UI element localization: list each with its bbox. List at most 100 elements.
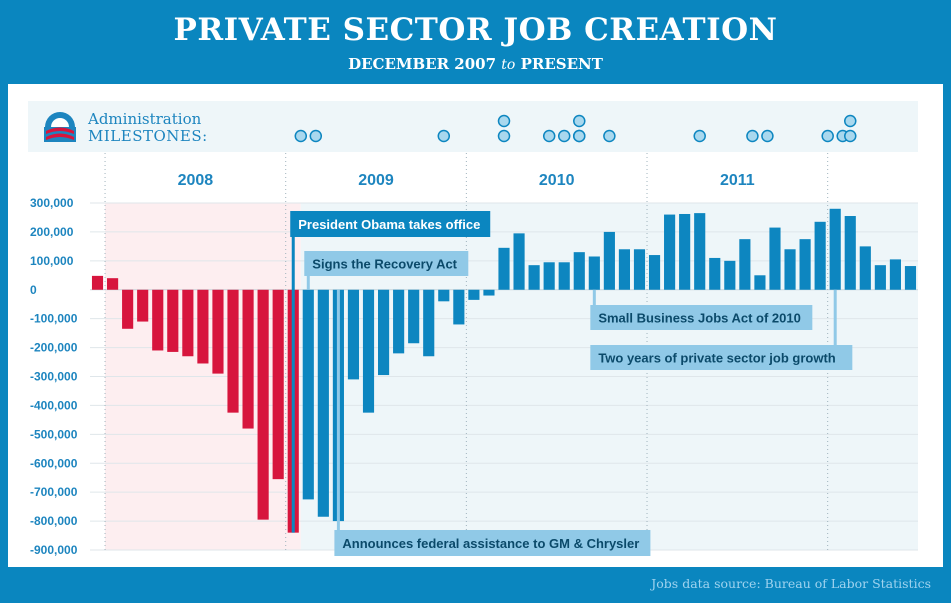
y-tick-label: -500,000 — [30, 427, 78, 441]
annotation-box — [290, 211, 491, 237]
milestone-circle — [603, 129, 616, 143]
bar — [91, 275, 104, 290]
data-source-note: Jobs data source: Bureau of Labor Statis… — [651, 576, 931, 591]
bar — [483, 289, 495, 296]
bar — [242, 289, 254, 429]
bar — [664, 214, 676, 290]
milestones-label-line2: MILESTONES: — [88, 127, 208, 145]
y-tick-label: -900,000 — [30, 543, 78, 557]
y-tick-label: -200,000 — [30, 341, 78, 355]
y-tick-label: 0 — [30, 283, 37, 297]
bar — [212, 289, 224, 374]
chart-panel: Administration MILESTONES: 2008 2009 2010 2… — [8, 84, 943, 567]
bar — [648, 255, 661, 290]
annotation: Small Business Jobs Act of 2010 — [590, 289, 813, 330]
milestone-circle — [844, 114, 857, 128]
annotation-box — [590, 305, 813, 330]
bar — [739, 239, 751, 290]
bar — [528, 265, 540, 290]
bar — [377, 289, 390, 376]
bar — [769, 227, 781, 290]
bar — [558, 262, 570, 290]
bar — [694, 213, 706, 290]
bar — [709, 257, 721, 290]
bar — [137, 289, 149, 322]
bar — [543, 262, 555, 290]
milestone-circle — [497, 129, 511, 143]
bar — [498, 247, 510, 290]
y-tick-label: -600,000 — [30, 456, 78, 470]
bar — [272, 289, 284, 480]
annotation: Signs the Recovery Act — [304, 251, 469, 290]
bar — [167, 289, 179, 352]
y-tick-label: -700,000 — [30, 485, 78, 499]
annotation: President Obama takes office — [290, 211, 491, 533]
milestone-circle — [497, 114, 511, 128]
year-label: 2010 — [539, 172, 575, 189]
milestone-circle — [542, 129, 556, 143]
bar — [603, 231, 615, 290]
bar — [814, 221, 826, 290]
subtitle-start: DECEMBER 2007 — [348, 55, 497, 73]
milestones-background — [28, 101, 918, 152]
year-label: 2011 — [720, 172, 755, 189]
bar — [513, 233, 525, 290]
bar — [754, 275, 766, 290]
y-tick-label: -400,000 — [30, 398, 78, 412]
year-label: 2008 — [178, 172, 214, 189]
bar — [122, 289, 134, 329]
obama-logo-icon — [44, 112, 76, 142]
bar — [107, 278, 119, 290]
annotation: Two years of private sector job growth — [590, 289, 853, 370]
y-tick-label: 300,000 — [30, 196, 74, 210]
bar — [453, 289, 465, 325]
bar — [438, 289, 450, 302]
page-subtitle: DECEMBER 2007 to PRESENT — [0, 55, 951, 73]
milestone-circle — [761, 129, 774, 143]
bar — [573, 252, 585, 290]
annotation: Announces federal assistance to GM & Chr… — [334, 289, 651, 556]
bar — [468, 289, 480, 300]
bar — [408, 289, 420, 344]
bar — [829, 208, 841, 290]
y-tick-label: 200,000 — [30, 225, 74, 239]
bar — [618, 249, 631, 290]
bar — [347, 289, 360, 380]
y-tick-label: -800,000 — [30, 514, 78, 528]
annotation-text: President Obama takes office — [298, 217, 480, 232]
milestone-circle — [821, 129, 834, 143]
annotation-box — [590, 345, 853, 370]
subtitle-end: PRESENT — [520, 55, 603, 73]
bar — [633, 249, 646, 290]
bar — [182, 289, 194, 357]
bar — [302, 289, 314, 500]
milestone-circle — [693, 129, 706, 143]
annotation-text: Two years of private sector job growth — [598, 351, 835, 366]
y-tick-label: -100,000 — [30, 312, 78, 326]
annotation-text: Announces federal assistance to GM & Chr… — [342, 536, 639, 551]
annotation-box — [304, 251, 469, 276]
milestone-circle — [746, 129, 759, 143]
bar — [227, 289, 239, 413]
y-tick-label: 100,000 — [30, 254, 74, 268]
bar — [588, 256, 600, 290]
page-title: PRIVATE SECTOR JOB CREATION — [173, 12, 778, 48]
annotation-text: Small Business Jobs Act of 2010 — [598, 311, 801, 326]
bar — [257, 289, 269, 520]
milestone-circle — [844, 129, 857, 143]
bar — [889, 259, 901, 290]
bar — [423, 289, 435, 357]
bar — [152, 289, 164, 351]
annotation-text: Signs the Recovery Act — [312, 257, 457, 272]
bar — [844, 216, 856, 290]
milestone-circle — [573, 114, 586, 128]
milestone-circle — [437, 129, 451, 143]
milestone-circle — [309, 129, 323, 143]
subtitle-connector: to — [501, 57, 516, 73]
bar — [859, 246, 871, 290]
milestones-label-line1: Administration — [87, 110, 202, 128]
milestones-strip: Administration MILESTONES: — [28, 101, 918, 152]
bar — [724, 260, 736, 290]
job-creation-chart: Administration MILESTONES: 2008 2009 2010 2… — [28, 101, 918, 557]
bar — [679, 213, 691, 290]
